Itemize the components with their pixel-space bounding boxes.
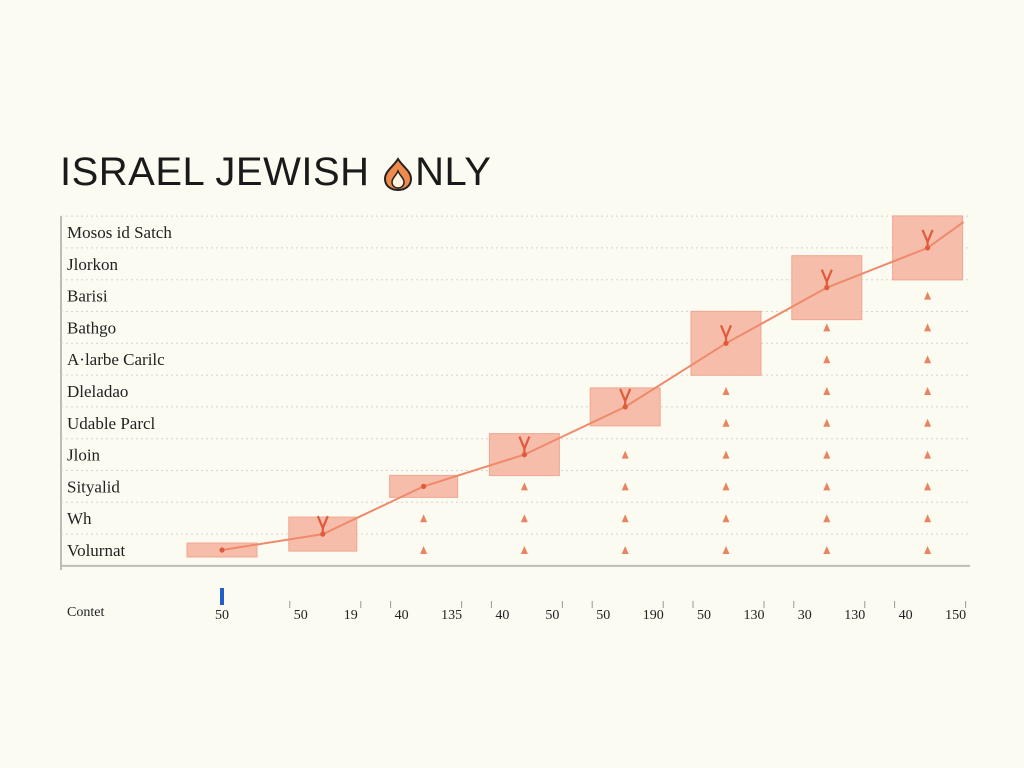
box-mark (820, 269, 833, 286)
row-label: Dleladao (67, 382, 128, 401)
row-label: Barisi (67, 287, 108, 306)
column-label: 130 (744, 608, 765, 623)
column-marker (924, 291, 932, 300)
row-label: Jloin (67, 446, 101, 465)
box-dot (219, 547, 225, 553)
box-dot (824, 285, 830, 291)
column-marker (520, 482, 528, 491)
column-markers (420, 291, 932, 554)
column-label: 40 (899, 608, 913, 623)
column-label: 190 (643, 608, 664, 623)
chart-title: ISRAEL JEWISH NLY (60, 148, 491, 202)
column-marker (823, 450, 831, 459)
chart-title-after: NLY (415, 150, 492, 194)
column-marker (924, 355, 932, 364)
column-marker (420, 514, 428, 523)
box-dot (320, 531, 326, 537)
column-label: 50 (697, 608, 711, 623)
column-marker (823, 546, 831, 554)
column-marker (621, 482, 629, 491)
column-marker (722, 418, 730, 427)
column-marker (823, 482, 831, 491)
box-dot (925, 245, 931, 251)
column-marker (520, 546, 528, 554)
column-label: 50 (545, 608, 559, 623)
column-marker (924, 387, 932, 395)
column-selected-marker (220, 588, 224, 605)
column-marker (823, 387, 831, 395)
row-label: Wh (67, 509, 92, 528)
column-label: 40 (395, 608, 409, 623)
x-axis-label: Contet (67, 605, 104, 620)
column-marker (722, 450, 730, 459)
box-dot (723, 340, 729, 346)
column-marker (420, 546, 428, 554)
column-label: 50 (215, 608, 229, 623)
column-marker (722, 387, 730, 395)
column-marker (924, 546, 932, 554)
box-dot (622, 404, 628, 410)
column-marker (621, 546, 629, 554)
column-label: 130 (844, 608, 865, 623)
column-label: 135 (441, 608, 462, 623)
column-marker (621, 450, 629, 459)
column-marker (924, 514, 932, 523)
row-label: Sityalid (67, 477, 120, 496)
box-mark (316, 515, 329, 533)
column-marker (621, 514, 629, 523)
column-marker (924, 450, 932, 459)
column-marker (823, 514, 831, 523)
box (589, 387, 661, 427)
column-marker (520, 514, 528, 523)
x-axis: Contet 50 50 19 40 135 40 50 50 190 50 130 30 130 40 15… (67, 588, 967, 623)
box-mark (518, 436, 531, 453)
row-label: Mosos id Satch (67, 223, 172, 242)
column-label: 19 (344, 608, 358, 623)
column-label: 40 (495, 608, 509, 623)
column-label: 30 (798, 608, 812, 623)
box-mark (619, 388, 632, 405)
column-marker (924, 323, 932, 332)
row-labels: Mosos id Satch Jlorkon Barisi Bathgo A·larbe… (67, 223, 172, 560)
box-dot (521, 452, 528, 458)
box-dot (421, 483, 427, 489)
column-marker (722, 546, 730, 554)
column-label: 50 (596, 608, 610, 623)
column-marker (823, 418, 831, 427)
column-marker (722, 514, 730, 523)
column-marker (823, 323, 831, 332)
box-mark (921, 229, 934, 246)
row-label: Volurnat (67, 541, 126, 560)
column-label: 150 (945, 608, 966, 623)
column-marker (924, 482, 932, 491)
chart-title-before: ISRAEL JEWISH (60, 150, 382, 194)
column-marker (722, 482, 730, 491)
row-label: A·larbe Carilc (67, 350, 165, 369)
box-marks (219, 229, 934, 553)
grid-lines (60, 215, 970, 570)
row-label: Bathgo (67, 318, 116, 337)
column-label: 50 (294, 608, 308, 623)
row-label: Udable Parcl (67, 414, 156, 433)
flame-icon (381, 154, 415, 202)
box-mark (719, 324, 733, 342)
row-label: Jlorkon (67, 255, 119, 274)
boxes (186, 215, 964, 558)
column-marker (823, 355, 831, 364)
column-marker (924, 418, 932, 427)
